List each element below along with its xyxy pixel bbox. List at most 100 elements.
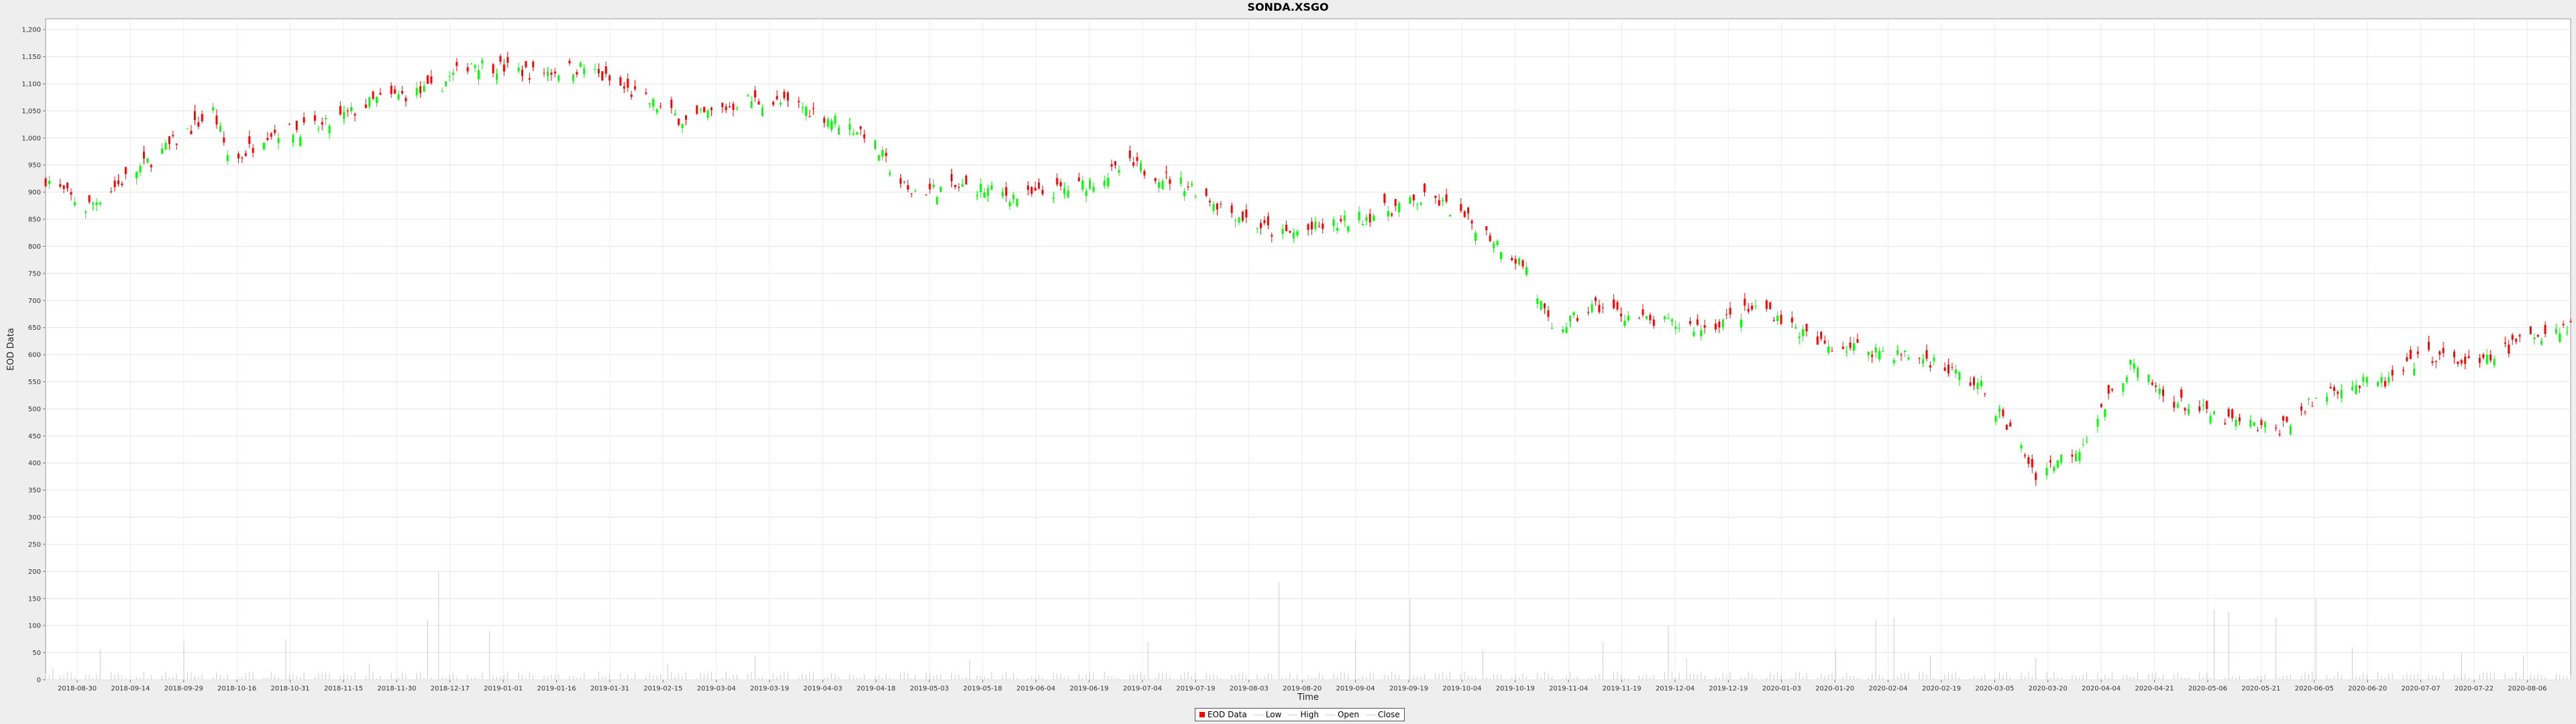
candle-body bbox=[2020, 444, 2023, 448]
candle-body bbox=[627, 78, 629, 88]
y-tick-label: 250 bbox=[28, 541, 41, 548]
x-tick-label: 2019-11-04 bbox=[1549, 685, 1588, 692]
candle-body bbox=[175, 143, 178, 145]
candle-body bbox=[2176, 404, 2179, 408]
candle-body bbox=[696, 105, 698, 114]
candle-body bbox=[724, 106, 727, 111]
candle-body bbox=[1442, 199, 1444, 201]
candle-body bbox=[2485, 355, 2488, 364]
candle-body bbox=[1954, 369, 1957, 374]
candle-body bbox=[812, 108, 814, 109]
candle-body bbox=[1664, 316, 1666, 320]
candle-body bbox=[397, 94, 400, 100]
x-tick-label: 2019-03-19 bbox=[750, 685, 789, 692]
candle-body bbox=[1871, 355, 1874, 357]
x-tick-label: 2019-07-19 bbox=[1176, 685, 1215, 692]
candle-body bbox=[1383, 194, 1386, 203]
candle-body bbox=[2482, 354, 2485, 358]
candle-body bbox=[1271, 235, 1273, 237]
x-tick-label: 2019-01-01 bbox=[484, 685, 523, 692]
candle-body bbox=[837, 127, 840, 135]
candle-body bbox=[2238, 417, 2241, 422]
x-tick-label: 2019-07-04 bbox=[1123, 685, 1162, 692]
candle-body bbox=[2314, 398, 2317, 399]
candle-body bbox=[2151, 382, 2153, 385]
candle-body bbox=[1878, 351, 1881, 360]
x-tick-label: 2019-02-15 bbox=[643, 685, 682, 692]
candle-body bbox=[2278, 434, 2281, 436]
x-tick-label: 2019-05-18 bbox=[963, 685, 1002, 692]
candle-body bbox=[2464, 356, 2467, 364]
candle-body bbox=[2086, 440, 2088, 442]
candle-body bbox=[2209, 416, 2212, 424]
legend-label: High bbox=[1300, 710, 1319, 719]
candle-body bbox=[888, 172, 891, 175]
candle-body bbox=[900, 178, 902, 184]
candle-body bbox=[528, 78, 531, 80]
candle-body bbox=[798, 101, 800, 103]
candle-body bbox=[1947, 364, 1950, 374]
candle-body bbox=[2362, 377, 2365, 382]
candle-body bbox=[1499, 251, 1502, 259]
candle-body bbox=[372, 91, 374, 99]
candle-body bbox=[2023, 455, 2026, 457]
candle-body bbox=[1569, 316, 1572, 322]
candle-body bbox=[1544, 303, 1546, 308]
candle-body bbox=[568, 60, 571, 64]
candle-body bbox=[455, 62, 458, 66]
candle-body bbox=[1853, 343, 1856, 351]
candle-body bbox=[1496, 241, 1499, 245]
candle-body bbox=[906, 185, 909, 190]
candle-body bbox=[1128, 150, 1131, 158]
candle-body bbox=[2173, 402, 2176, 408]
x-axis-title: Time bbox=[1297, 692, 1319, 703]
x-tick-label: 2020-05-21 bbox=[2241, 685, 2280, 692]
candle-body bbox=[2544, 324, 2546, 335]
candle-body bbox=[1052, 197, 1055, 199]
candle-body bbox=[859, 126, 862, 129]
x-tick-label: 2019-12-19 bbox=[1709, 685, 1748, 692]
candle-body bbox=[288, 123, 290, 125]
candle-body bbox=[2337, 391, 2339, 394]
candle-body bbox=[2162, 389, 2165, 396]
candle-body bbox=[1882, 351, 1884, 352]
candle-body bbox=[634, 86, 637, 89]
candle-body bbox=[757, 101, 760, 105]
candle-body bbox=[2249, 420, 2252, 427]
candle-body bbox=[2569, 320, 2572, 322]
candle-body bbox=[1230, 205, 1233, 213]
x-tick-label: 2020-06-05 bbox=[2295, 685, 2334, 692]
candle-body bbox=[2282, 416, 2285, 421]
candle-body bbox=[277, 138, 280, 143]
candle-body bbox=[1038, 182, 1040, 189]
candle-body bbox=[1849, 342, 1851, 349]
candle-body bbox=[1347, 226, 1350, 232]
candle-body bbox=[1616, 302, 1619, 310]
candle-body bbox=[2158, 388, 2161, 394]
y-axis: 0 50 100 150 200 250 300 350 400 450 500 550 600 650 7… bbox=[21, 27, 46, 684]
candle-body bbox=[954, 184, 957, 188]
candle-body bbox=[1012, 194, 1015, 200]
candle-body bbox=[1739, 319, 1742, 328]
y-tick-label: 200 bbox=[28, 568, 41, 576]
x-axis: 2018-08-30 2018-09-14 2018-09-29 2018-10-16… bbox=[58, 680, 2546, 692]
candle-body bbox=[1161, 180, 1164, 190]
candle-body bbox=[502, 64, 505, 72]
candle-body bbox=[1845, 351, 1848, 353]
candle-body bbox=[1714, 323, 1717, 330]
candle-body bbox=[852, 133, 855, 135]
x-tick-label: 2020-08-06 bbox=[2508, 685, 2546, 692]
candle-body bbox=[2559, 333, 2561, 343]
candle-body bbox=[2460, 360, 2463, 364]
candle-body bbox=[2427, 341, 2430, 350]
candle-body bbox=[1245, 209, 1248, 218]
candle-body bbox=[445, 81, 447, 86]
x-tick-label: 2020-06-20 bbox=[2348, 685, 2387, 692]
candle-body bbox=[2111, 389, 2114, 391]
candle-body bbox=[1391, 213, 1393, 216]
candle-body bbox=[979, 184, 982, 192]
legend-swatch bbox=[1199, 712, 1205, 717]
candle-body bbox=[161, 148, 164, 154]
candle-body bbox=[2129, 360, 2132, 365]
candle-body bbox=[1918, 358, 1921, 359]
